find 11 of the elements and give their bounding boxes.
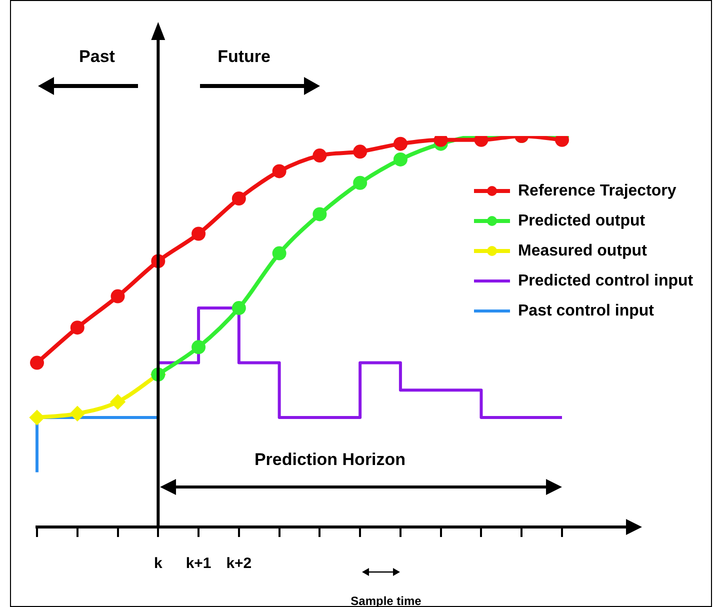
annotation: Prediction Horizon — [254, 450, 406, 469]
x-tick-label: k+1 — [186, 555, 212, 572]
legend-label: Past control input — [518, 302, 655, 320]
legend-label: Predicted control input — [518, 272, 694, 290]
legend-label: Predicted output — [518, 212, 646, 230]
legend-label: Measured output — [518, 242, 648, 260]
text: Future — [218, 47, 270, 66]
x-tick-label: k — [154, 555, 163, 572]
legend-label: Reference Trajectory — [518, 182, 676, 200]
x-tick-label: k+2 — [226, 555, 252, 572]
text: Past — [79, 47, 116, 66]
